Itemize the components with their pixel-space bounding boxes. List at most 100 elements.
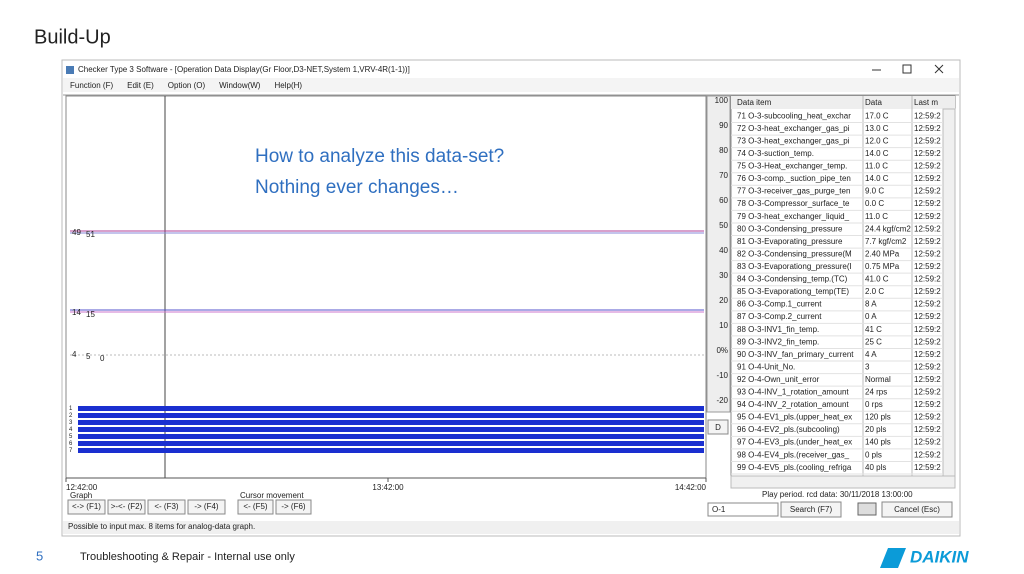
table-cell: 82 O-3-Condensing_pressure(M [737, 249, 852, 258]
table-cell: 14.0 C [865, 174, 889, 183]
table-cell: 12:59:2 [914, 388, 941, 397]
scale-bar [706, 95, 731, 413]
table-cell: 88 O-3-INV1_fin_temp. [737, 325, 819, 334]
status-bar [63, 521, 959, 534]
table-cell: 81 O-3-Evaporating_pressure [737, 237, 843, 246]
table-cell: 86 O-3-Comp.1_current [737, 300, 822, 309]
table-cell: 12:59:2 [914, 438, 941, 447]
table-cell: 2.40 MPa [865, 249, 900, 258]
search-label: Search (F7) [790, 505, 833, 514]
table-cell: 12:59:2 [914, 174, 941, 183]
cursor-button[interactable] [275, 499, 312, 515]
table-cell: 91 O-4-Unit_No. [737, 362, 795, 371]
window-title: Checker Type 3 Software - [Operation Dat… [78, 65, 410, 74]
table-cell: 140 pls [865, 438, 891, 447]
table-cell: 95 O-4-EV1_pls.(upper_heat_ex [737, 413, 852, 422]
table-cell: 80 O-3-Condensing_pressure [737, 224, 843, 233]
channel-bar [78, 413, 704, 418]
channel-bar [78, 448, 704, 453]
table-cell: 84 O-3-Condensing_temp.(TC) [737, 275, 848, 284]
channel-label: 5 [69, 434, 73, 440]
table-cell: 4 A [865, 350, 877, 359]
maximize-button[interactable] [902, 64, 912, 74]
table-cell: 11.0 C [865, 162, 888, 171]
table-cell: 0 pls [865, 450, 882, 459]
table-cell: 7.7 kgf/cm2 [865, 237, 907, 246]
table-cell: 12:59:2 [914, 149, 941, 158]
graph-button-label: <- (F3) [154, 502, 179, 511]
search-button[interactable] [780, 501, 842, 518]
cursor-button-label: <- (F5) [243, 502, 268, 511]
menu-item[interactable]: Edit (E) [127, 81, 154, 90]
scale-label: 70 [719, 171, 728, 180]
table-cell: 0.75 MPa [865, 262, 900, 271]
table-cell: 41 C [865, 325, 882, 334]
table-cell: 12:59:2 [914, 463, 941, 472]
menu-item[interactable]: Option (O) [168, 81, 206, 90]
table-header [731, 96, 955, 109]
table-cell: 12:59:2 [914, 312, 941, 321]
menu-item[interactable]: Help(H) [274, 81, 302, 90]
scrollbar[interactable] [942, 108, 956, 477]
table-cell: 12:59:2 [914, 199, 941, 208]
page-number: 5 [36, 548, 43, 563]
table-cell: 96 O-4-EV2_pls.(subcooling) [737, 425, 840, 434]
table-cell: 8 A [865, 300, 877, 309]
table-cell: 12:59:2 [914, 162, 941, 171]
cancel-button[interactable] [881, 501, 953, 518]
table-cell: 12:59:2 [914, 287, 941, 296]
logo-mark [880, 548, 906, 568]
status-text: Possible to input max. 8 items for analo… [68, 522, 255, 531]
menu-item[interactable]: Window(W) [219, 81, 261, 90]
channel-bar [78, 420, 704, 425]
footer-text: Troubleshooting & Repair - Internal use … [80, 551, 295, 563]
table-cell: 78 O-3-Compressor_surface_te [737, 199, 850, 208]
channel-label: 3 [69, 420, 73, 426]
graph-button-label: -> (F4) [194, 502, 219, 511]
table-cell: 12:59:2 [914, 350, 941, 359]
time-label: 12:42:00 [66, 483, 98, 492]
table-cell: 99 O-4-EV5_pls.(cooling_refriga [737, 463, 852, 472]
line-label: 4 [72, 350, 77, 359]
scale-label: 20 [719, 296, 728, 305]
table-cell: 83 O-3-Evaporationg_pressure(I [737, 262, 852, 271]
table-cell: 9.0 C [865, 187, 884, 196]
table-cell: 12:59:2 [914, 362, 941, 371]
channel-label: 4 [69, 427, 73, 433]
close-button[interactable] [934, 64, 944, 74]
table-cell: 76 O-3-comp._suction_pipe_ten [737, 174, 851, 183]
table-header: Last m [914, 98, 938, 107]
graph-button[interactable] [107, 499, 146, 515]
table-cell: 94 O-4-INV_2_rotation_amount [737, 400, 849, 409]
graph-button[interactable] [187, 499, 226, 515]
channel-label: 2 [69, 413, 73, 419]
scale-label: 50 [719, 221, 728, 230]
selector-value: O-1 [712, 505, 726, 514]
print-button[interactable] [857, 502, 877, 516]
scale-label: 30 [719, 271, 728, 280]
table-cell: 0.0 C [865, 199, 884, 208]
graph-button[interactable] [147, 499, 186, 515]
scale-label: 0% [716, 346, 728, 355]
table-cell: 12:59:2 [914, 325, 941, 334]
table-cell: 77 O-3-receiver_gas_purge_ten [737, 187, 850, 196]
unit-selector[interactable] [707, 502, 779, 517]
d-button[interactable] [707, 419, 729, 435]
graph-button[interactable] [67, 499, 106, 515]
scale-label: 80 [719, 146, 728, 155]
table-cell: 24 rps [865, 388, 887, 397]
graph-button-label: >-<- (F2) [111, 502, 143, 511]
line-label: 51 [86, 230, 95, 239]
d-label: D [715, 423, 721, 432]
table-cell: 12:59:2 [914, 337, 941, 346]
table-cell: 97 O-4-EV3_pls.(under_heat_ex [737, 438, 852, 447]
cursor-button-label: -> (F6) [281, 502, 306, 511]
channel-bar [78, 406, 704, 411]
cursor-button[interactable] [237, 499, 274, 515]
line-label: 5 [86, 352, 91, 361]
table-cell: 12:59:2 [914, 375, 941, 384]
table-cell: 90 O-3-INV_fan_primary_current [737, 350, 854, 359]
h-scrollbar[interactable] [730, 475, 956, 489]
table-cell: 11.0 C [865, 212, 888, 221]
menu-item[interactable]: Function (F) [70, 81, 113, 90]
